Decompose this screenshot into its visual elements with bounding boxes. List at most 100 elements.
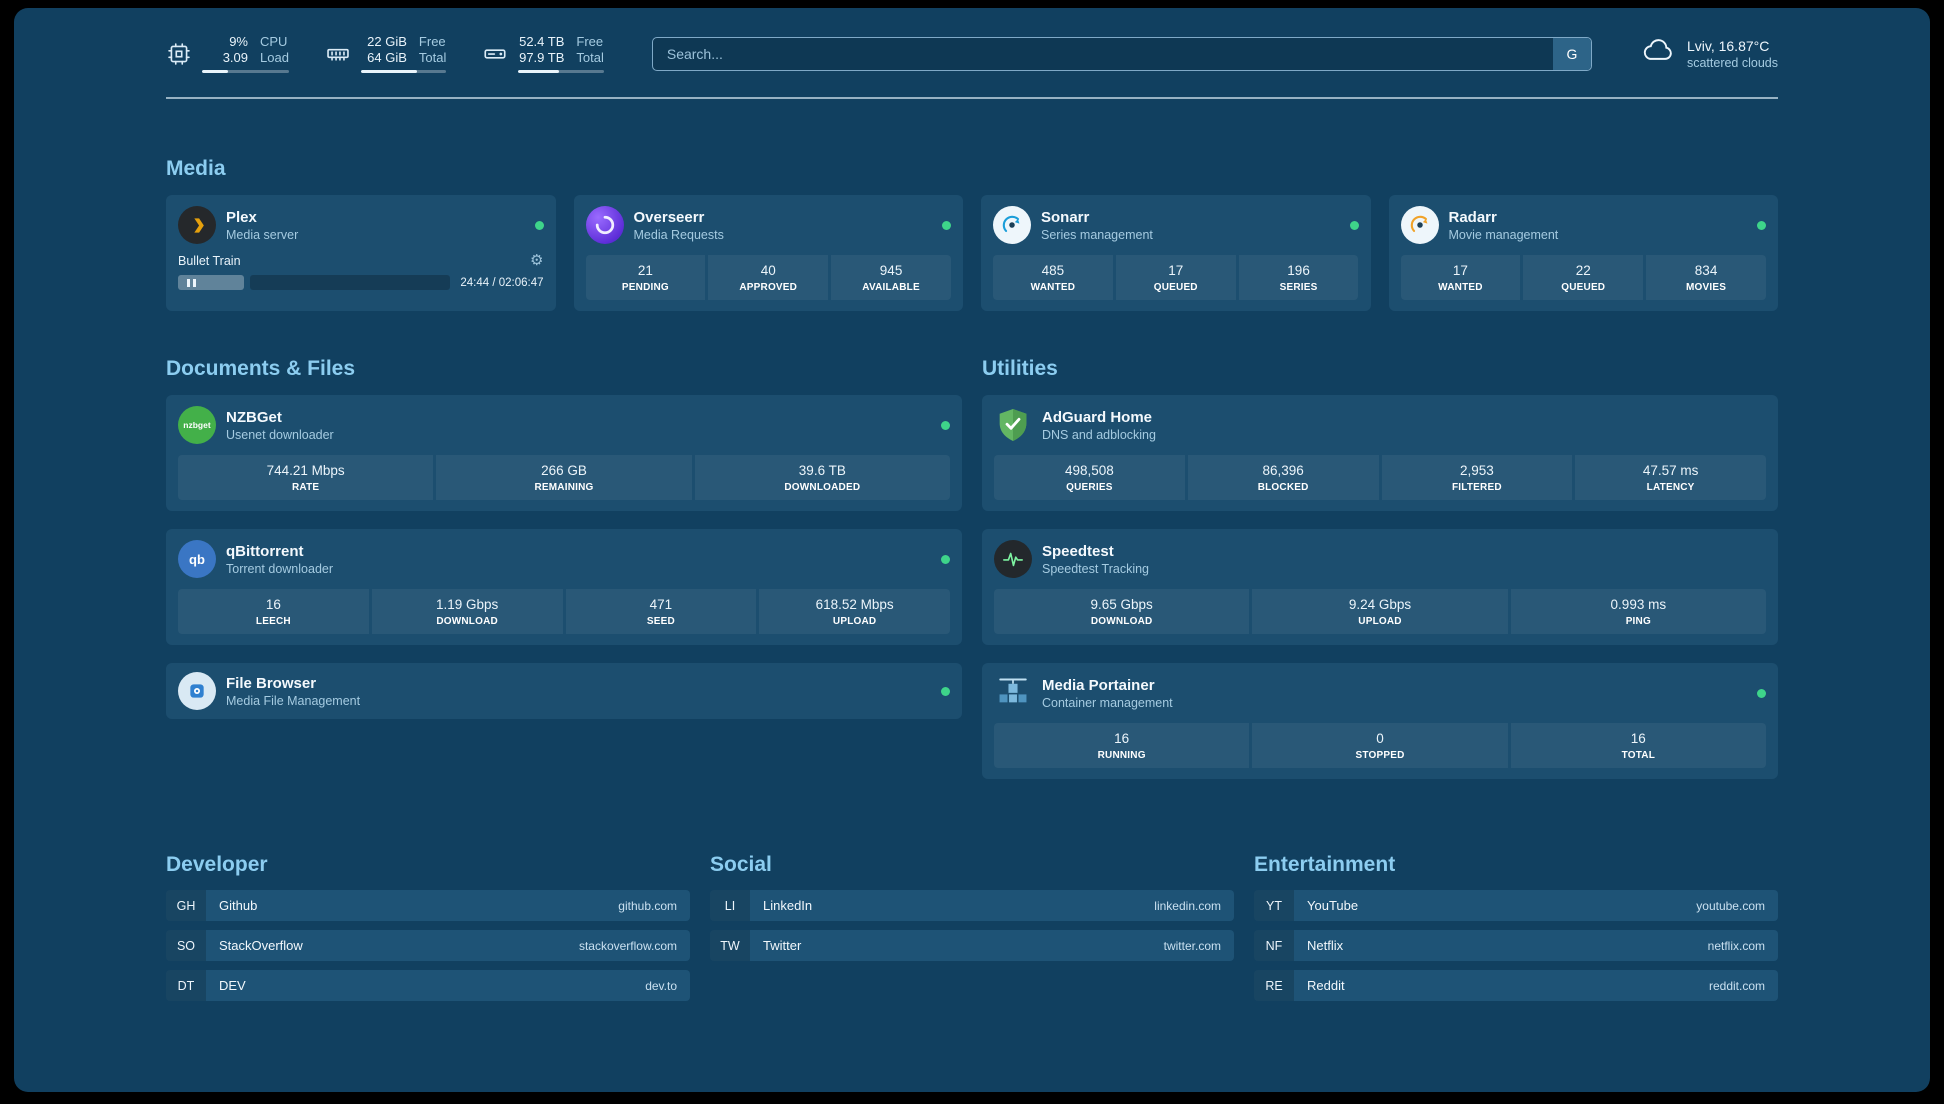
service-card-radarr[interactable]: Radarr Movie management 17 WANTED 22 QUE… bbox=[1388, 195, 1778, 311]
stat-tile: 1.19 Gbps DOWNLOAD bbox=[371, 589, 563, 634]
stat-label: LEECH bbox=[255, 616, 291, 627]
stat-value: 471 bbox=[649, 597, 673, 612]
service-card-adguard[interactable]: AdGuard Home DNS and adblocking 498,508 … bbox=[982, 395, 1778, 511]
service-description: Speedtest Tracking bbox=[1042, 561, 1150, 576]
service-stats: 17 WANTED 22 QUEUED 834 MOVIES bbox=[1400, 255, 1767, 300]
stat-label: MOVIES bbox=[1686, 282, 1727, 293]
now-playing-time: 24:44 / 02:06:47 bbox=[460, 276, 544, 289]
sonarr-icon bbox=[993, 206, 1031, 244]
disk-free-label: Free bbox=[576, 34, 604, 49]
service-card-sonarr[interactable]: Sonarr Series management 485 WANTED 17 Q… bbox=[981, 195, 1371, 311]
qbittorrent-icon: qb bbox=[178, 540, 216, 578]
stat-value: 16 bbox=[1630, 731, 1646, 746]
service-stats: 21 PENDING 40 APPROVED 945 AVAILABLE bbox=[585, 255, 952, 300]
cpu-usage-row: 9% CPU bbox=[202, 34, 289, 50]
search-provider-button[interactable]: G bbox=[1552, 37, 1591, 70]
bookmark-abbr: NF bbox=[1254, 930, 1294, 961]
stat-value: 22 bbox=[1575, 263, 1591, 278]
cpu-widget: 9% CPU 3.09 Load bbox=[166, 34, 289, 73]
section-title-social: Social bbox=[710, 853, 772, 876]
bookmark-reddit[interactable]: RE Reddit reddit.com bbox=[1254, 970, 1778, 1001]
stat-tile: 266 GB REMAINING bbox=[436, 455, 692, 500]
stat-label: WANTED bbox=[1438, 282, 1483, 293]
disk-free-value: 52.4 TB bbox=[519, 34, 565, 49]
service-description: DNS and adblocking bbox=[1042, 427, 1156, 442]
service-card-speedtest[interactable]: Speedtest Speedtest Tracking 9.65 Gbps D… bbox=[982, 529, 1778, 645]
bookmark-group-social: Social LI LinkedIn linkedin.com TW Twitt… bbox=[710, 853, 1234, 1001]
plex-icon bbox=[178, 206, 216, 244]
bookmark-youtube[interactable]: YT YouTube youtube.com bbox=[1254, 890, 1778, 921]
stat-value: 618.52 Mbps bbox=[815, 597, 894, 612]
stat-tile: 86,396 BLOCKED bbox=[1187, 455, 1379, 500]
bookmark-dev[interactable]: DT DEV dev.to bbox=[166, 970, 690, 1001]
nzbget-icon: nzbget bbox=[178, 406, 216, 444]
bookmark-name: LinkedIn bbox=[763, 898, 813, 913]
service-card-portainer[interactable]: Media Portainer Container management 16 … bbox=[982, 663, 1778, 779]
service-name: NZBGet bbox=[226, 408, 282, 426]
memory-progress-fill bbox=[360, 70, 418, 73]
service-description: Series management bbox=[1041, 227, 1153, 242]
service-card-overseerr[interactable]: Overseerr Media Requests 21 PENDING 40 A… bbox=[573, 195, 963, 311]
topbar-divider bbox=[166, 97, 1778, 99]
service-name: Sonarr bbox=[1041, 208, 1090, 226]
stat-label: RUNNING bbox=[1097, 750, 1146, 761]
weather-location: Lviv, 16.87°C bbox=[1686, 37, 1770, 54]
search-bar[interactable]: G bbox=[651, 36, 1592, 71]
stat-label: PENDING bbox=[621, 282, 669, 293]
service-card-plex[interactable]: Plex Media server Bullet Train ⚙ 24:44 /… bbox=[166, 195, 556, 311]
cpu-load-value: 3.09 bbox=[222, 50, 248, 65]
service-name: Radarr bbox=[1448, 208, 1497, 226]
section-title-entertainment: Entertainment bbox=[1254, 853, 1396, 876]
stat-label: SERIES bbox=[1279, 282, 1318, 293]
stat-label: DOWNLOADED bbox=[784, 482, 861, 493]
stat-value: 9.65 Gbps bbox=[1090, 597, 1153, 612]
service-name: File Browser bbox=[226, 674, 317, 692]
service-card-filebrowser[interactable]: File Browser Media File Management bbox=[166, 663, 962, 719]
memory-total-value: 64 GiB bbox=[367, 50, 407, 65]
stat-label: REMAINING bbox=[534, 482, 594, 493]
stat-label: QUEUED bbox=[1561, 282, 1606, 293]
stat-value: 266 GB bbox=[541, 463, 587, 478]
cpu-progress-fill bbox=[202, 70, 229, 73]
stat-tile: 485 WANTED bbox=[993, 255, 1113, 300]
bookmark-domain: stackoverflow.com bbox=[578, 938, 677, 953]
stat-value: 196 bbox=[1287, 263, 1310, 278]
gear-icon[interactable]: ⚙ bbox=[530, 252, 544, 269]
pause-button[interactable] bbox=[178, 275, 244, 290]
stat-value: 498,508 bbox=[1064, 463, 1114, 478]
bookmark-abbr: YT bbox=[1254, 890, 1294, 921]
stat-label: DOWNLOAD bbox=[436, 616, 498, 627]
stat-tile: 40 APPROVED bbox=[708, 255, 829, 300]
stat-tile: 618.52 Mbps UPLOAD bbox=[759, 589, 950, 634]
search-input[interactable] bbox=[652, 37, 1553, 70]
bookmark-group-entertainment: Entertainment YT YouTube youtube.com NF … bbox=[1254, 853, 1778, 1001]
stat-value: 17 bbox=[1168, 263, 1184, 278]
memory-icon bbox=[325, 41, 351, 67]
memory-progress-bar bbox=[360, 70, 447, 73]
bookmark-twitter[interactable]: TW Twitter twitter.com bbox=[710, 930, 1234, 961]
stat-tile: 0 STOPPED bbox=[1252, 723, 1508, 768]
service-card-nzbget[interactable]: nzbget NZBGet Usenet downloader 744.21 M… bbox=[166, 395, 962, 511]
bookmark-abbr: SO bbox=[166, 930, 206, 961]
bookmark-domain: github.com bbox=[618, 898, 677, 913]
bookmark-github[interactable]: GH Github github.com bbox=[166, 890, 690, 921]
weather-condition: scattered clouds bbox=[1686, 55, 1778, 70]
status-dot bbox=[1757, 220, 1766, 230]
now-playing-title: Bullet Train bbox=[178, 253, 241, 268]
stat-tile: 9.65 Gbps DOWNLOAD bbox=[994, 589, 1250, 634]
bookmark-stackoverflow[interactable]: SO StackOverflow stackoverflow.com bbox=[166, 930, 690, 961]
stat-tile: 834 MOVIES bbox=[1646, 255, 1766, 300]
stat-tile: 16 TOTAL bbox=[1510, 723, 1766, 768]
section-title-media: Media bbox=[166, 157, 226, 180]
bookmark-linkedin[interactable]: LI LinkedIn linkedin.com bbox=[710, 890, 1234, 921]
status-dot bbox=[1349, 220, 1359, 230]
bookmark-name: StackOverflow bbox=[219, 938, 303, 953]
stat-value: 744.21 Mbps bbox=[266, 463, 345, 478]
disk-progress-bar bbox=[518, 70, 604, 73]
bookmarks: Developer GH Github github.com SO StackO… bbox=[166, 853, 1778, 1001]
service-name: Speedtest bbox=[1042, 542, 1114, 560]
stat-value: 485 bbox=[1041, 263, 1065, 278]
bookmark-netflix[interactable]: NF Netflix netflix.com bbox=[1254, 930, 1778, 961]
service-card-qbittorrent[interactable]: qb qBittorrent Torrent downloader 16 LEE… bbox=[166, 529, 962, 645]
service-description: Media File Management bbox=[226, 693, 361, 708]
